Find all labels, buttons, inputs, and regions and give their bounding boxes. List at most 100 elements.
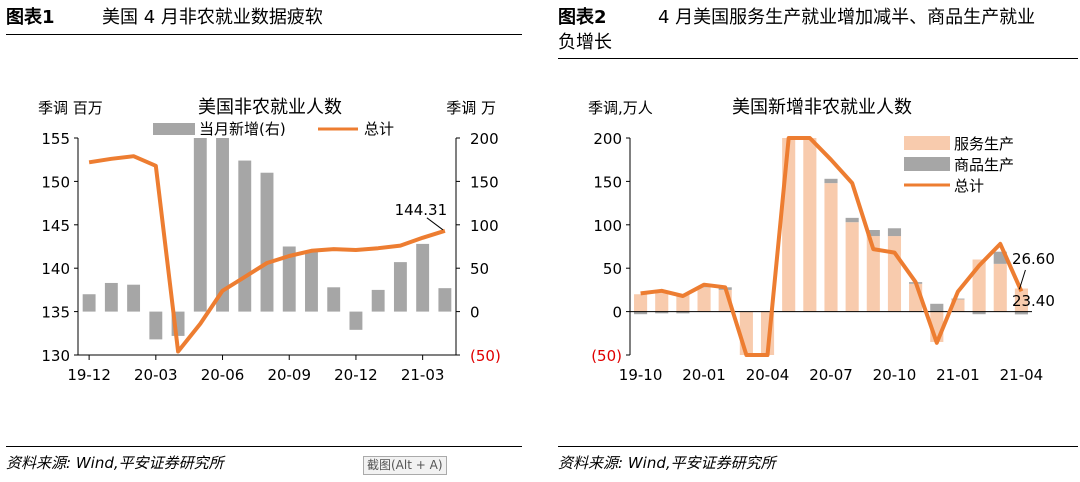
bar-services-20-06 <box>803 138 817 312</box>
right-tick-label: 200 <box>470 130 499 148</box>
bar-21-03 <box>416 243 430 312</box>
legend-label-total: 总计 <box>954 177 984 195</box>
bar-20-12 <box>349 311 363 330</box>
bar-services-19-11 <box>655 292 669 312</box>
left-tick-label: 145 <box>41 217 70 235</box>
y-tick-label: 200 <box>593 130 622 148</box>
y-tick-label: 50 <box>603 260 622 278</box>
x-tick-label: 19-12 <box>67 366 111 384</box>
bar-20-05 <box>193 138 207 312</box>
bar-services-20-10 <box>887 236 902 312</box>
bar-services-20-09 <box>866 236 880 312</box>
bar-services-20-05 <box>782 138 796 312</box>
bar-goods-19-10 <box>634 311 648 315</box>
bar-goods-20-08 <box>845 217 859 223</box>
bar-20-09 <box>282 246 296 312</box>
bar-goods-19-11 <box>655 311 669 314</box>
figure-1-bottom-rule <box>6 446 522 447</box>
figure-1-source: 资料来源: Wind,平安证券研究所 <box>6 454 224 472</box>
x-tick-label: 20-07 <box>809 366 853 384</box>
legend-label-services: 服务生产 <box>954 135 1014 153</box>
figure-2-number: 图表2 <box>558 7 607 28</box>
legend-swatch-services <box>904 136 950 150</box>
figure-1-top-rule <box>6 34 522 35</box>
figure-2-caption-line1: 4 月美国服务生产就业增加减半、商品生产就业 <box>658 7 1036 28</box>
bar-20-06 <box>216 138 229 312</box>
y-tick-label: 100 <box>593 217 622 235</box>
annotation-services-value: 26.60 <box>1012 250 1055 268</box>
left-tick-label: 155 <box>41 130 70 148</box>
annotation-leader <box>426 217 444 231</box>
chart-title: 美国新增非农就业人数 <box>732 97 912 118</box>
annotation-total-value: 23.40 <box>1012 292 1055 310</box>
axis-unit: 季调,万人 <box>588 99 653 117</box>
bar-20-11 <box>327 287 341 312</box>
chart-title: 美国非农就业人数 <box>198 97 342 118</box>
right-tick-label: 100 <box>470 217 499 235</box>
left-axis-unit: 季调 百万 <box>38 99 103 117</box>
right-tick-label: 150 <box>470 173 499 191</box>
legend-label-bar: 当月新增(右) <box>199 120 286 138</box>
x-tick-label: 20-10 <box>873 366 917 384</box>
legend-label-goods: 商品生产 <box>954 156 1014 174</box>
bar-19-12 <box>82 294 96 312</box>
line-total <box>88 154 446 354</box>
bar-services-21-03 <box>993 263 1007 312</box>
annotation-value: 144.31 <box>395 201 448 219</box>
bar-21-04 <box>438 288 452 312</box>
x-tick-label: 21-04 <box>1000 366 1044 384</box>
bar-20-03 <box>149 311 163 340</box>
figure-1: 图表1 美国 4 月非农就业数据疲软 美国非农就业人数 季调 百万 季调 万当月新增… <box>0 0 526 482</box>
left-tick-label: 130 <box>41 347 70 365</box>
screenshot-tooltip: 截图(Alt + A) <box>363 456 447 475</box>
figure-2-bottom-rule <box>558 446 1078 447</box>
bar-20-07 <box>238 160 252 312</box>
bar-goods-20-09 <box>866 230 880 237</box>
bar-services-19-12 <box>676 294 690 312</box>
figure-2-source: 资料来源: Wind,平安证券研究所 <box>558 454 776 472</box>
line-total <box>640 136 1024 357</box>
figure-1-caption: 美国 4 月非农就业数据疲软 <box>102 7 323 28</box>
figure-1-title: 图表1 美国 4 月非农就业数据疲软 <box>6 6 521 30</box>
bar-goods-20-10 <box>887 228 902 237</box>
figure-2-title: 图表2 4 月美国服务生产就业增加减半、商品生产就业 负增长 <box>558 6 1073 53</box>
y-tick-label: (50) <box>591 347 622 365</box>
right-tick-label: (50) <box>470 347 501 365</box>
x-tick-label: 20-06 <box>201 366 245 384</box>
x-tick-label: 21-01 <box>936 366 980 384</box>
bar-goods-20-07 <box>824 178 838 184</box>
right-tick-label: 0 <box>470 304 480 322</box>
bar-goods-21-02 <box>972 311 986 315</box>
x-tick-label: 20-01 <box>682 366 726 384</box>
right-tick-label: 50 <box>470 260 489 278</box>
x-tick-label: 20-04 <box>746 366 790 384</box>
left-tick-label: 140 <box>41 260 70 278</box>
bar-services-20-08 <box>845 222 859 312</box>
x-tick-label: 21-03 <box>401 366 445 384</box>
bar-goods-19-12 <box>676 311 690 314</box>
figure-1-number: 图表1 <box>6 7 55 28</box>
figure-2-caption-line2: 负增长 <box>558 32 612 53</box>
bar-20-10 <box>305 250 318 312</box>
bar-services-20-01 <box>697 287 711 312</box>
bar-goods-21-01 <box>951 298 965 300</box>
x-tick-label: 20-03 <box>134 366 178 384</box>
figure-2-top-rule <box>558 58 1078 59</box>
x-tick-label: 20-09 <box>267 366 311 384</box>
legend-swatch-goods <box>904 157 950 171</box>
left-tick-label: 135 <box>41 304 70 322</box>
bar-goods-20-12 <box>930 303 944 312</box>
bar-21-01 <box>371 289 385 312</box>
y-tick-label: 150 <box>593 173 622 191</box>
bar-services-21-04 <box>1014 288 1028 312</box>
legend-swatch-bar <box>153 123 195 135</box>
legend-label-line: 总计 <box>364 120 394 138</box>
bar-20-02 <box>127 284 141 312</box>
left-tick-label: 150 <box>41 173 70 191</box>
annotation-leader <box>1018 269 1026 290</box>
y-tick-label: 0 <box>612 304 622 322</box>
bar-goods-21-04 <box>1014 311 1028 315</box>
right-axis-unit: 季调 万 <box>446 99 496 117</box>
